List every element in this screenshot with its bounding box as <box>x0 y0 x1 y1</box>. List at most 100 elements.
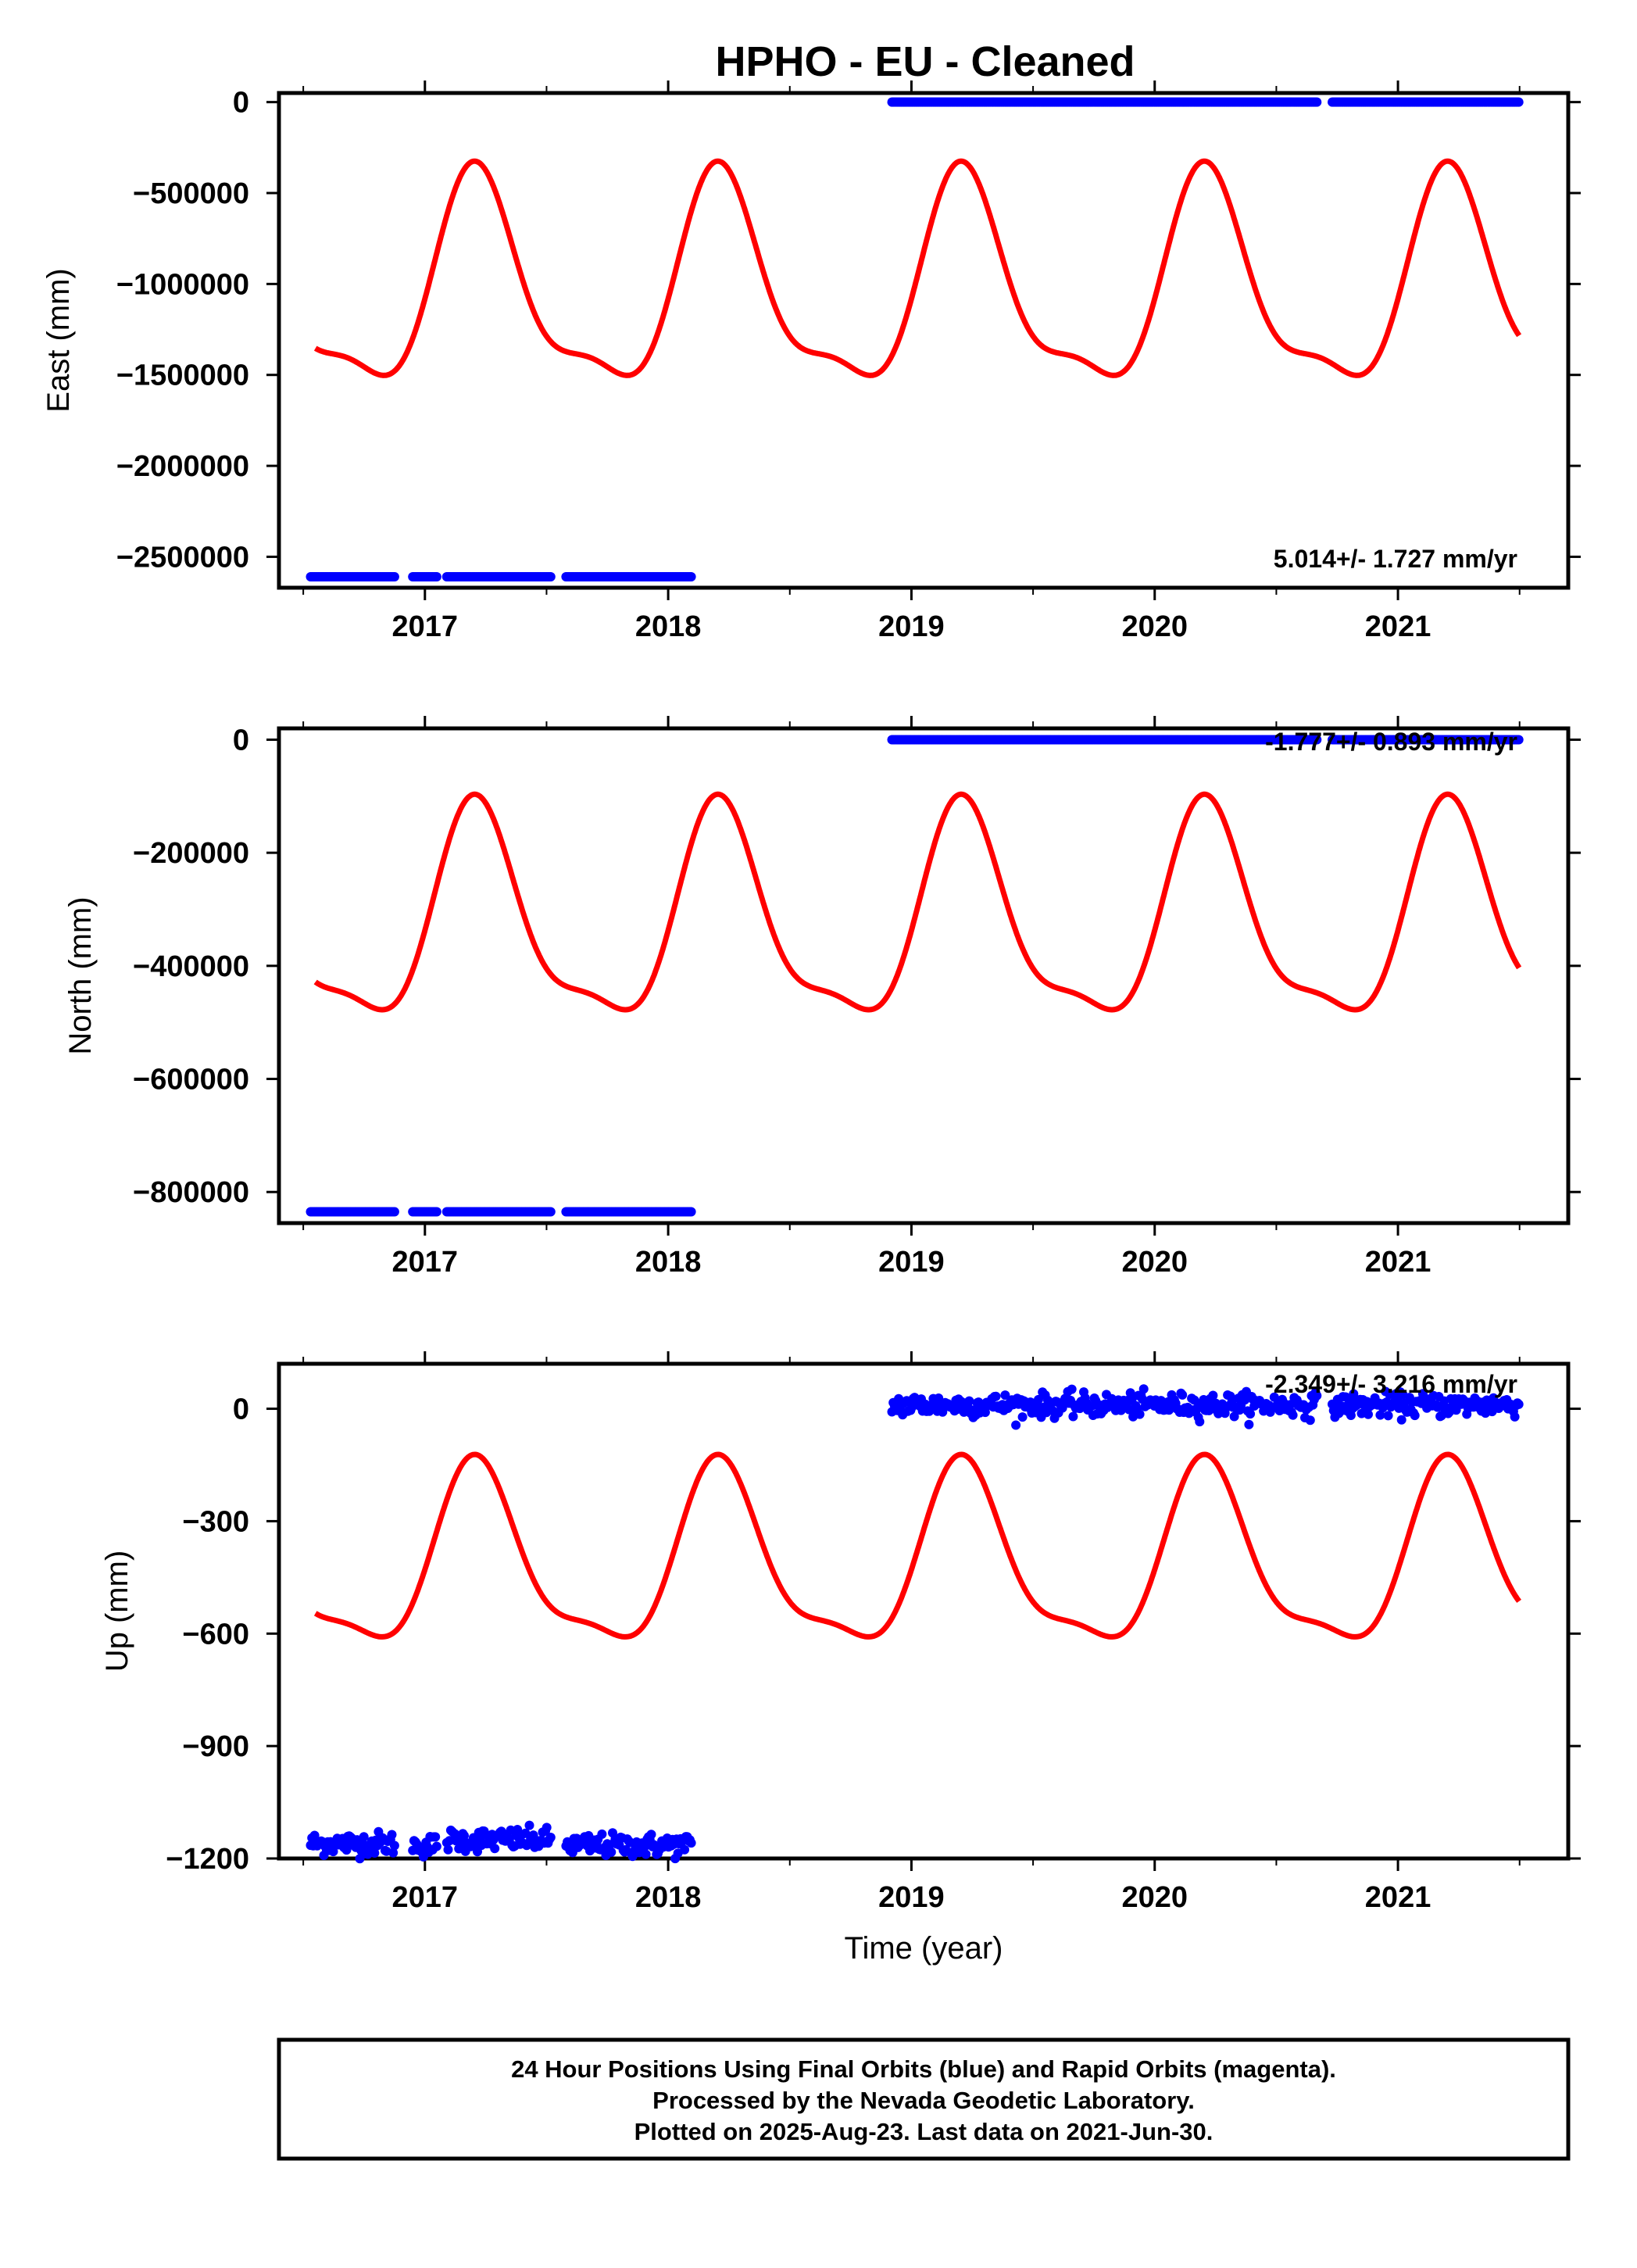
x-tick-label: 2021 <box>1365 610 1431 643</box>
y-tick-label: 0 <box>233 1393 249 1426</box>
x-tick-label: 2021 <box>1365 1246 1431 1279</box>
data-point <box>991 1391 1001 1401</box>
y-tick-label: 0 <box>233 87 249 120</box>
y-tick-label: −2500000 <box>116 541 249 574</box>
x-tick-label: 2017 <box>392 1881 459 1914</box>
data-point <box>1068 1411 1078 1422</box>
data-point <box>431 1841 441 1851</box>
data-point <box>980 1408 990 1418</box>
y-tick-label: −500000 <box>133 177 249 210</box>
observation-points <box>306 97 1524 581</box>
y-axis-label: North (mm) <box>63 896 98 1054</box>
east-panel: 2017 2018 2019 2020 2021 0 −500000 −1000000 −150… <box>41 80 1581 643</box>
y-tick-label: 0 <box>233 724 249 757</box>
velocity-label: -1.777+/- 0.893 mm/yr <box>1265 728 1517 756</box>
data-point <box>646 1830 656 1840</box>
data-point <box>1410 1411 1420 1421</box>
plot-frame <box>277 726 1571 1225</box>
data-point <box>431 1832 441 1842</box>
data-point <box>1514 1399 1524 1409</box>
data-point <box>1510 1411 1520 1422</box>
data-point <box>680 1844 690 1855</box>
y-tick-label: −400000 <box>133 950 249 983</box>
data-point <box>370 1848 380 1858</box>
y-axis-label: East (mm) <box>41 268 76 412</box>
data-point <box>1208 1390 1218 1401</box>
x-tick-label: 2018 <box>635 1881 702 1914</box>
data-point <box>443 1844 453 1855</box>
plot-frame <box>277 91 1571 590</box>
model-curve <box>313 791 1522 1013</box>
data-point <box>1178 1390 1188 1400</box>
data-point <box>1305 1415 1315 1426</box>
y-tick-label: −1000000 <box>116 268 249 301</box>
data-point <box>545 572 556 581</box>
data-point <box>597 1829 607 1839</box>
y-tick-label: −600000 <box>133 1064 249 1096</box>
data-point <box>387 1830 397 1840</box>
data-point <box>341 1845 352 1855</box>
x-tick-label: 2018 <box>635 1246 702 1279</box>
x-axis-label: Time (year) <box>845 1931 1003 1966</box>
data-point <box>389 1841 399 1851</box>
data-point <box>1514 97 1524 107</box>
footer-box: 24 Hour Positions Using Final Orbits (bl… <box>277 2037 1571 2161</box>
data-point <box>1244 1419 1254 1429</box>
data-point <box>606 1847 617 1857</box>
data-point <box>625 1837 635 1848</box>
y-tick-label: −1500000 <box>116 360 249 392</box>
y-tick-label: −1200 <box>166 1843 249 1876</box>
observation-points <box>306 1384 1524 1864</box>
data-point <box>1312 1390 1322 1401</box>
data-point <box>639 1842 649 1851</box>
data-point <box>1514 735 1524 745</box>
data-point <box>431 572 441 581</box>
data-point <box>1135 1409 1145 1419</box>
data-point <box>359 1832 369 1842</box>
y-axis-label: Up (mm) <box>100 1551 134 1672</box>
footer-line-3: Plotted on 2025-Aug-23. Last data on 202… <box>634 2118 1213 2145</box>
data-point <box>1383 1411 1393 1421</box>
data-point <box>1138 1384 1149 1394</box>
data-point <box>1011 1420 1021 1430</box>
footer-line-1: 24 Hour Positions Using Final Orbits (bl… <box>511 2055 1336 2083</box>
data-point <box>1364 1409 1373 1419</box>
y-tick-label: −300 <box>182 1505 249 1538</box>
data-point <box>1246 1409 1256 1419</box>
data-point <box>1396 1415 1406 1425</box>
data-point <box>389 572 399 581</box>
data-point <box>938 1407 948 1417</box>
data-point <box>964 1396 974 1406</box>
footer-line-2: Processed by the Nevada Geodetic Laborat… <box>652 2087 1195 2114</box>
y-tick-label: −800000 <box>133 1176 249 1209</box>
data-point <box>1125 1388 1135 1398</box>
data-point <box>541 1823 552 1833</box>
y-tick-label: −900 <box>182 1730 249 1763</box>
x-tick-label: 2020 <box>1121 610 1188 643</box>
x-tick-label: 2017 <box>392 1246 459 1279</box>
data-point <box>524 1820 534 1830</box>
velocity-label: 5.014+/- 1.727 mm/yr <box>1274 545 1517 573</box>
north-panel: 2017 2018 2019 2020 2021 0 −200000 −400000 −6000… <box>63 716 1581 1279</box>
footer-frame <box>277 2037 1571 2161</box>
x-tick-label: 2017 <box>392 610 459 643</box>
data-point <box>686 1838 696 1848</box>
x-tick-label: 2019 <box>878 1246 945 1279</box>
data-point <box>641 1849 651 1859</box>
data-point <box>1000 1390 1010 1401</box>
model-curve <box>313 1451 1521 1640</box>
x-tick-label: 2020 <box>1121 1246 1188 1279</box>
x-tick-label: 2020 <box>1121 1881 1188 1914</box>
data-point <box>1312 735 1322 745</box>
data-point <box>459 1830 469 1841</box>
data-point <box>1375 1410 1385 1420</box>
data-point <box>1067 1384 1077 1394</box>
y-tick-label: −2000000 <box>116 450 249 483</box>
data-point <box>686 1207 696 1217</box>
data-point <box>1017 1412 1028 1422</box>
data-point <box>490 1844 500 1854</box>
data-point <box>1229 1411 1239 1422</box>
data-point <box>389 1207 399 1217</box>
chart-title: HPHO - EU - Cleaned <box>715 38 1135 85</box>
